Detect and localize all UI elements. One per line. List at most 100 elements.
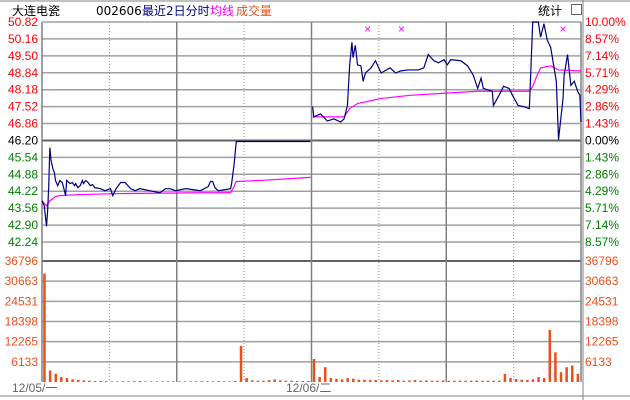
volume-bar <box>217 381 220 382</box>
volume-bar <box>65 378 69 382</box>
price-tick-label: 43.56 <box>8 201 38 215</box>
volume-bar <box>352 378 355 382</box>
volume-bar <box>250 380 254 382</box>
volume-bar <box>60 377 63 382</box>
volume-bar <box>133 381 136 382</box>
volume-bar <box>425 380 428 382</box>
window-restore-icon[interactable] <box>571 4 582 15</box>
volume-bar <box>419 380 422 382</box>
volume-bar <box>211 381 215 382</box>
volume-bar <box>526 380 529 382</box>
percent-tick-label: 5.71% <box>585 201 619 215</box>
volume-tick-label: 36796 <box>5 254 39 268</box>
avg-price-line <box>41 176 311 207</box>
price-line <box>41 140 311 227</box>
price-tick-label: 48.18 <box>8 83 38 97</box>
volume-bar <box>340 379 344 382</box>
volume-bar <box>183 381 187 382</box>
stock-code: 002606 <box>96 4 142 18</box>
volume-bar <box>43 273 46 382</box>
volume-bar <box>391 380 394 382</box>
volume-bar <box>464 380 467 382</box>
volume-label[interactable]: 成交量 <box>236 4 273 18</box>
volume-bar <box>295 381 299 382</box>
stats-button[interactable]: 统计 <box>538 4 563 18</box>
volume-bar <box>48 370 52 382</box>
price-tick-label: 42.24 <box>8 235 38 249</box>
volume-bar <box>239 345 243 382</box>
percent-tick-label: 8.57% <box>585 235 619 249</box>
volume-bar <box>200 381 203 382</box>
price-tick-label: 50.16 <box>8 32 38 46</box>
volume-bar <box>548 330 552 382</box>
price-tick-label: 42.90 <box>8 218 38 232</box>
percent-tick-label: 2.86% <box>585 167 619 181</box>
volume-bar <box>110 381 114 382</box>
volume-tick-label: 18398 <box>5 315 39 329</box>
period-label[interactable]: 最近2日分时 <box>142 4 210 18</box>
price-tick-label: 46.86 <box>8 117 38 131</box>
volume-bar <box>194 381 198 382</box>
volume-bar <box>234 381 237 382</box>
volume-bar <box>481 380 484 382</box>
volume-bar <box>447 380 450 382</box>
volume-bar <box>380 380 383 382</box>
volume-bar <box>71 379 74 382</box>
volume-bar <box>453 380 456 382</box>
volume-bar <box>514 379 518 382</box>
volume-bar <box>408 380 411 382</box>
volume-tick-label-right: 6133 <box>585 355 612 369</box>
avg-line-label[interactable]: 均线 <box>210 4 235 18</box>
volume-tick-label-right: 24531 <box>585 294 619 308</box>
volume-bar <box>374 380 378 382</box>
volume-bar <box>402 380 406 382</box>
stock-name: 大连电瓷 <box>12 4 61 18</box>
volume-bar <box>284 380 288 382</box>
volume-bar <box>335 379 338 382</box>
volume-bar <box>307 381 310 382</box>
percent-tick-label: 5.71% <box>585 66 619 80</box>
volume-bar <box>155 381 159 382</box>
event-marker: × <box>364 22 371 36</box>
volume-bar <box>554 352 557 382</box>
volume-tick-label-right: 36796 <box>585 254 619 268</box>
volume-tick-label-right: 18398 <box>585 315 619 329</box>
percent-tick-label: 0.00% <box>585 133 619 147</box>
volume-tick-label: 24531 <box>5 294 39 308</box>
volume-bar <box>166 381 170 382</box>
volume-bar <box>430 380 434 382</box>
volume-bar <box>256 380 260 382</box>
price-tick-label: 44.22 <box>8 184 38 198</box>
volume-bar <box>498 380 501 382</box>
avg-price-line <box>312 65 582 118</box>
volume-bar <box>458 380 462 382</box>
volume-bar <box>323 367 327 382</box>
volume-bar <box>368 380 372 382</box>
volume-bar <box>54 373 57 382</box>
volume-bar <box>531 379 535 382</box>
volume-bar <box>413 380 417 382</box>
volume-tick-label: 30663 <box>5 274 39 288</box>
percent-tick-label: 7.14% <box>585 49 619 63</box>
volume-bar <box>262 380 265 382</box>
volume-bar <box>206 381 209 382</box>
volume-bar <box>469 380 473 382</box>
volume-bar <box>486 380 490 382</box>
price-tick-label: 45.54 <box>8 150 38 164</box>
percent-tick-label: 1.43% <box>585 117 619 131</box>
volume-bar <box>396 380 400 382</box>
volume-bar <box>503 373 507 382</box>
volume-bar <box>475 380 479 382</box>
volume-bar <box>273 379 276 382</box>
event-marker: × <box>560 22 567 36</box>
percent-tick-label: 4.29% <box>585 83 619 97</box>
volume-bar <box>441 380 445 382</box>
volume-bar <box>279 380 282 382</box>
volume-bar <box>228 381 232 382</box>
volume-bar <box>312 358 316 382</box>
volume-tick-label-right: 12265 <box>585 335 619 349</box>
volume-bar <box>138 381 142 382</box>
volume-bar <box>537 377 540 382</box>
volume-bar <box>301 381 305 382</box>
price-line <box>312 21 582 140</box>
